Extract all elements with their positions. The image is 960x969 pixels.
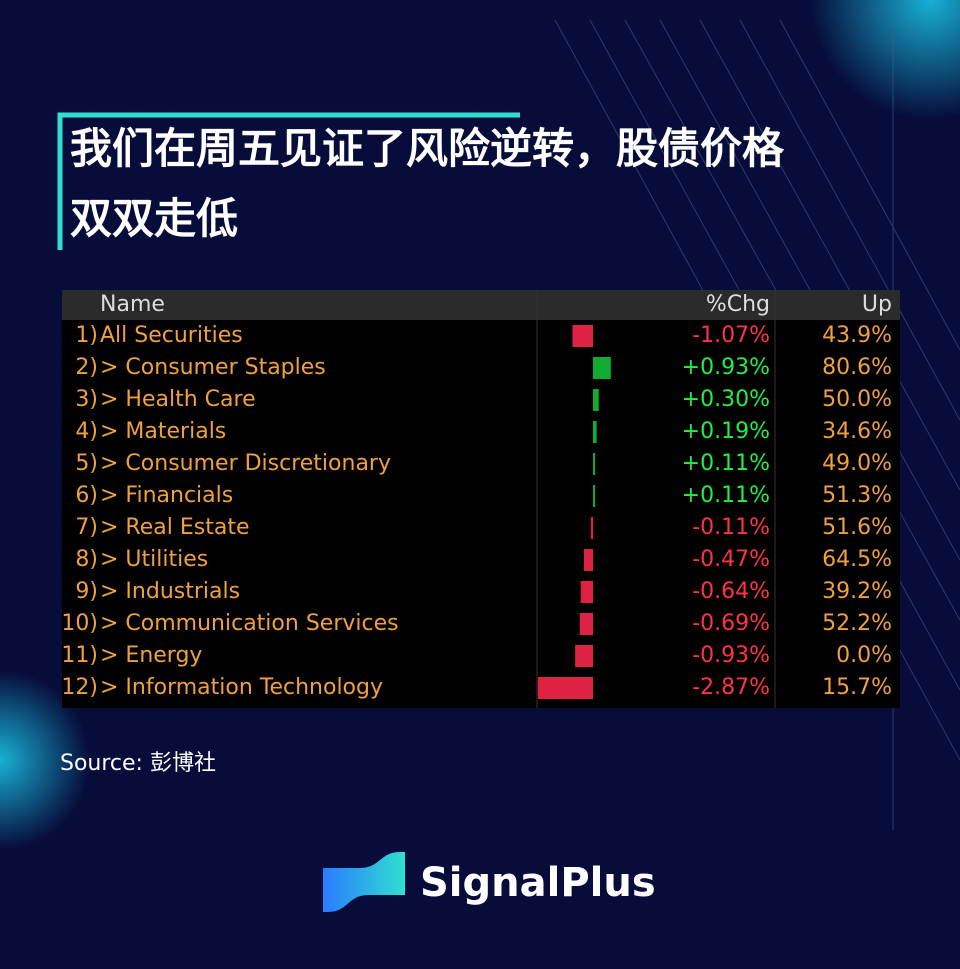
up-value: 51.6% (822, 515, 892, 540)
chg-value: -0.69% (692, 611, 770, 636)
row-index: 3) (75, 387, 98, 412)
row-name: > Energy (100, 643, 202, 668)
glow (810, 0, 960, 120)
up-value: 0.0% (836, 643, 892, 668)
row-name: > Communication Services (100, 611, 399, 636)
title-bracket (57, 112, 520, 250)
chg-bar (590, 517, 593, 539)
title: 我们在周五见证了风险逆转，股债价格 (70, 124, 785, 173)
row-name: > Consumer Staples (100, 355, 326, 380)
up-value: 80.6% (822, 355, 892, 380)
chg-value: -0.47% (692, 547, 770, 572)
row-name: All Securities (100, 323, 243, 348)
row-name: > Health Care (100, 387, 256, 412)
chg-bar (593, 421, 597, 443)
chg-bar (583, 549, 593, 571)
row-index: 11) (61, 643, 98, 668)
logo (323, 852, 405, 912)
chg-bar (575, 645, 593, 667)
up-value: 39.2% (822, 579, 892, 604)
chg-value: -0.64% (692, 579, 770, 604)
up-value: 43.9% (822, 323, 892, 348)
row-name: > Materials (100, 419, 226, 444)
row-index: 1) (75, 323, 98, 348)
row-index: 7) (75, 515, 98, 540)
row-name: > Industrials (100, 579, 240, 604)
chg-bar (593, 453, 596, 475)
chg-value: -2.87% (692, 675, 770, 700)
row-index: 10) (61, 611, 98, 636)
chg-bar (537, 677, 593, 699)
chg-value: -0.93% (692, 643, 770, 668)
row-index: 8) (75, 547, 98, 572)
title: 双双走低 (70, 194, 238, 243)
chg-value: -0.11% (692, 515, 770, 540)
source: Source: 彭博社 (60, 751, 216, 776)
chg-bar (580, 581, 593, 603)
chg-bar (579, 613, 593, 635)
up-value: 49.0% (822, 451, 892, 476)
table-bg (62, 290, 900, 708)
chg-value: +0.30% (682, 387, 770, 412)
chg-bar (593, 485, 596, 507)
chg-bar (572, 325, 593, 347)
column-header: %Chg (706, 292, 770, 317)
column-header: Name (100, 292, 165, 317)
chg-value: -1.07% (692, 323, 770, 348)
row-index: 2) (75, 355, 98, 380)
table-header (62, 290, 900, 320)
brand: SignalPlus (420, 860, 656, 906)
up-value: 50.0% (822, 387, 892, 412)
row-index: 6) (75, 483, 98, 508)
table-rows: 1) All Securities -1.07% 43.9%2) > Consumer … (61, 323, 892, 700)
row-name: > Real Estate (100, 515, 249, 540)
up-value: 52.2% (822, 611, 892, 636)
row-index: 9) (75, 579, 98, 604)
row-name: > Consumer Discretionary (100, 451, 391, 476)
up-value: 64.5% (822, 547, 892, 572)
up-value: 34.6% (822, 419, 892, 444)
chg-bar (593, 389, 599, 411)
chg-value: +0.93% (682, 355, 770, 380)
chg-value: +0.11% (682, 451, 770, 476)
chg-value: +0.11% (682, 483, 770, 508)
row-index: 5) (75, 451, 98, 476)
column-header: Up (862, 292, 892, 317)
row-index: 4) (75, 419, 98, 444)
row-name: > Financials (100, 483, 233, 508)
row-index: 12) (61, 675, 98, 700)
chg-value: +0.19% (682, 419, 770, 444)
row-name: > Utilities (100, 547, 208, 572)
chg-bar (593, 357, 611, 379)
row-name: > Information Technology (100, 675, 383, 700)
up-value: 51.3% (822, 483, 892, 508)
up-value: 15.7% (822, 675, 892, 700)
glow (0, 670, 90, 850)
